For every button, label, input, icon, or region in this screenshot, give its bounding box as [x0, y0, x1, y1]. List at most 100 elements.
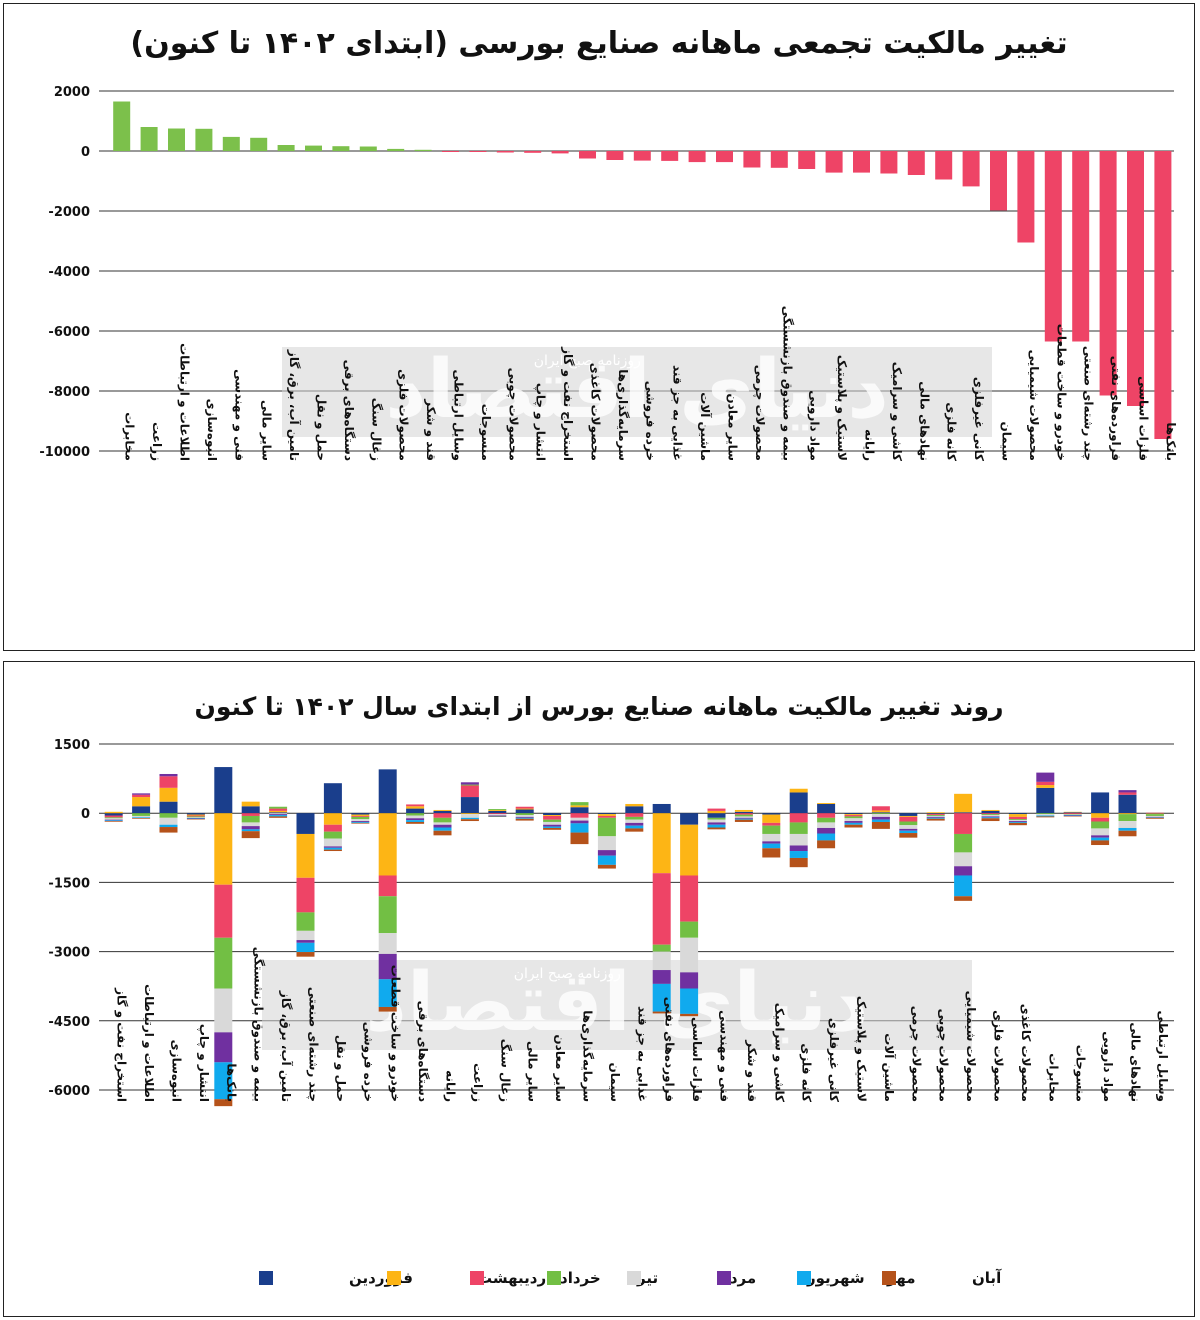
stack-segment	[899, 828, 918, 831]
stack-segment	[488, 809, 507, 811]
stack-segment	[652, 803, 671, 814]
x-category-label: زغال سنگ	[369, 398, 383, 461]
stack-segment	[707, 808, 726, 811]
stack-segment	[597, 855, 616, 865]
stack-segment	[433, 809, 452, 811]
legend-swatch	[547, 1271, 561, 1285]
stack-segment	[543, 815, 562, 820]
x-category-label: محصولات فلزی	[991, 1010, 1006, 1102]
stack-segment	[570, 832, 589, 845]
stack-segment	[186, 815, 205, 817]
stack-segment	[817, 840, 836, 849]
stack-segment	[652, 983, 671, 1012]
stack-segment	[570, 805, 589, 808]
stack-segment	[899, 825, 918, 829]
stack-segment	[104, 818, 123, 820]
cumulative-y-tick-label: -2000	[48, 205, 90, 220]
bar	[825, 151, 843, 173]
legend-swatch	[387, 1271, 401, 1285]
stack-segment	[926, 816, 945, 818]
x-category-label: محصولات شیمیایی	[1026, 350, 1041, 461]
stack-segment	[460, 797, 479, 814]
stack-segment	[680, 988, 699, 1014]
stack-segment	[104, 811, 123, 814]
stack-segment	[844, 814, 863, 816]
stack-segment	[241, 829, 260, 832]
cumulative-y-tick-label: -8000	[48, 385, 90, 400]
stack-segment	[1063, 814, 1082, 815]
stack-segment	[844, 824, 863, 828]
stack-segment	[680, 824, 699, 876]
stack-segment	[926, 812, 945, 814]
stack-segment	[954, 896, 973, 901]
x-category-label: منسوجات	[478, 404, 493, 461]
stack-segment	[433, 827, 452, 831]
stack-segment	[159, 824, 178, 828]
stack-segment	[543, 813, 562, 816]
stack-segment	[1118, 792, 1137, 795]
stack-segment	[789, 833, 808, 846]
x-category-label: بانک‌ها	[224, 1063, 238, 1102]
stack-segment	[460, 813, 479, 815]
stack-segment	[680, 1013, 699, 1017]
legend-label: اردیبهشت	[477, 1269, 551, 1287]
stack-segment	[351, 819, 370, 822]
stack-segment	[597, 836, 616, 851]
stack-segment	[817, 827, 836, 834]
stack-segment	[954, 813, 973, 834]
x-category-label: محصولات کاغذی	[1018, 1004, 1033, 1102]
stack-segment	[433, 813, 452, 818]
stack-segment	[734, 816, 753, 818]
stack-segment	[351, 822, 370, 824]
stack-segment	[1118, 814, 1137, 822]
stack-segment	[734, 814, 753, 817]
stack-segment	[351, 821, 370, 822]
stack-segment	[241, 831, 260, 839]
bar	[880, 151, 898, 174]
stack-segment	[707, 822, 726, 825]
x-category-label: محصولات شیمیایی	[963, 991, 978, 1102]
stack-segment	[762, 822, 781, 826]
stack-segment	[241, 822, 260, 827]
stack-segment	[871, 810, 890, 813]
chart-title-monthly: روند تغییر مالکیت ماهانه صنایع بورس از ا…	[194, 692, 1004, 721]
legend-swatch	[259, 1271, 273, 1285]
stack-segment	[734, 809, 753, 812]
stack-segment	[214, 767, 233, 814]
stack-segment	[460, 814, 479, 818]
x-category-label: نهادهای مالی	[917, 381, 931, 461]
cumulative-y-tick-label: -6000	[48, 325, 90, 340]
stack-segment	[734, 813, 753, 815]
x-category-label: رایانه	[444, 1070, 458, 1102]
x-category-label: مخابرات	[123, 412, 137, 461]
x-category-label: خودرو و ساخت قطعات	[388, 965, 403, 1102]
stack-segment	[597, 813, 616, 815]
monthly-y-tick-label: -1500	[48, 876, 90, 891]
x-category-label: سایر مالی	[260, 400, 274, 461]
stack-segment	[899, 833, 918, 838]
stack-segment	[1091, 828, 1110, 836]
stack-segment	[186, 816, 205, 818]
stack-segment	[1008, 816, 1027, 820]
x-category-label: سیمان	[1000, 422, 1014, 462]
stack-segment	[104, 813, 123, 816]
x-category-label: کاشی و سرامیک	[889, 362, 904, 461]
stack-segment	[926, 815, 945, 817]
x-category-label: تامین آب، برق، گاز	[279, 990, 294, 1102]
stack-segment	[1008, 813, 1027, 815]
bar	[1099, 151, 1117, 396]
cumulative-y-tick-label: 2000	[54, 85, 90, 100]
x-category-label: سایر معادن	[553, 1034, 567, 1102]
stack-segment	[1063, 811, 1082, 813]
bar	[661, 151, 679, 161]
stack-segment	[625, 803, 644, 807]
stack-segment	[159, 827, 178, 833]
bar	[770, 151, 788, 168]
stack-segment	[707, 824, 726, 828]
stack-segment	[132, 794, 151, 798]
stack-segment	[734, 817, 753, 819]
stack-segment	[1145, 815, 1164, 817]
legend-swatch	[470, 1271, 484, 1285]
stack-segment	[543, 819, 562, 822]
x-category-label: خودرو و ساخت قطعات	[1053, 324, 1068, 461]
